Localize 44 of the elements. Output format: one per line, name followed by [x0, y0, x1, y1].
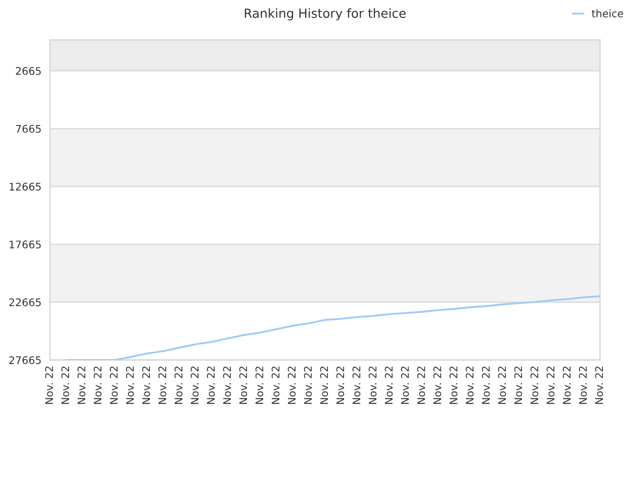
x-tick-label: Nov. 22 [368, 366, 377, 404]
x-tick-label: Nov. 22 [94, 366, 102, 404]
x-tick-label: Nov. 22 [223, 366, 231, 404]
x-tick-label: Nov. 22 [304, 366, 312, 404]
y-tick-label: 22665 [9, 298, 41, 306]
x-tick-label: Nov. 22 [206, 366, 215, 404]
x-tick-label: Nov. 22 [272, 366, 280, 404]
x-tick-label: Nov. 22 [595, 366, 604, 404]
x-tick-label: Nov. 22 [142, 366, 150, 404]
x-tick-label: Nov. 22 [77, 366, 86, 404]
x-tick-label: Nov. 22 [433, 366, 442, 404]
x-tick-label: Nov. 22 [126, 366, 134, 404]
x-tick-label: Nov. 22 [530, 366, 538, 404]
y-tick-label: 27665 [9, 356, 41, 364]
x-tick-label: Nov. 22 [320, 366, 328, 404]
x-tick-label: Nov. 22 [384, 366, 393, 404]
y-tick-label: 12665 [10, 182, 41, 191]
chart-title: Ranking History for theice [244, 8, 406, 20]
x-tick-label: Nov. 22 [401, 366, 409, 404]
x-tick-label: Nov. 22 [110, 366, 118, 404]
x-tick-label: Nov. 22 [190, 366, 199, 404]
y-tick-label: 2665 [16, 67, 41, 75]
x-tick-label: Nov. 22 [174, 366, 182, 404]
x-tick-label: Nov. 22 [546, 366, 554, 404]
x-tick-label: Nov. 22 [288, 366, 296, 404]
legend-label: theice [592, 9, 624, 18]
y-tick-label: 17665 [10, 240, 41, 248]
line-series [65, 295, 600, 360]
x-tick-label: Nov. 22 [562, 366, 571, 404]
y-tick-label: 7665 [16, 124, 41, 133]
x-tick-label: Nov. 22 [450, 366, 458, 404]
x-tick-label: Nov. 22 [336, 366, 344, 404]
x-tick-label: Nov. 22 [158, 366, 166, 404]
x-tick-label: Nov. 22 [466, 366, 474, 404]
x-tick-label: Nov. 22 [578, 366, 587, 404]
x-tick-label: Nov. 22 [255, 366, 264, 404]
x-tick-label: Nov. 22 [482, 366, 490, 404]
x-tick-label: Nov. 22 [498, 366, 506, 404]
x-tick-label: Nov. 22 [514, 366, 522, 404]
x-tick-label: Nov. 22 [239, 366, 248, 404]
x-tick-label: Nov. 22 [352, 366, 360, 404]
x-tick-label: Nov. 22 [417, 366, 426, 404]
x-tick-label: Nov. 22 [45, 366, 54, 404]
x-tick-label: Nov. 22 [61, 366, 70, 404]
